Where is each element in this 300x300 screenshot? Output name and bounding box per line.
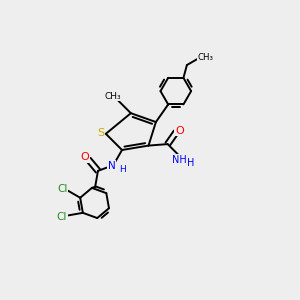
Text: Cl: Cl [57, 212, 67, 222]
Text: CH₃: CH₃ [198, 53, 214, 62]
Text: NH: NH [172, 155, 187, 165]
Text: S: S [97, 128, 104, 138]
Text: H: H [119, 165, 125, 174]
Text: Cl: Cl [57, 184, 67, 194]
Text: H: H [187, 158, 194, 168]
Text: N: N [108, 161, 116, 171]
Text: CH₃: CH₃ [105, 92, 121, 100]
Text: O: O [81, 152, 89, 162]
Text: O: O [175, 126, 184, 136]
